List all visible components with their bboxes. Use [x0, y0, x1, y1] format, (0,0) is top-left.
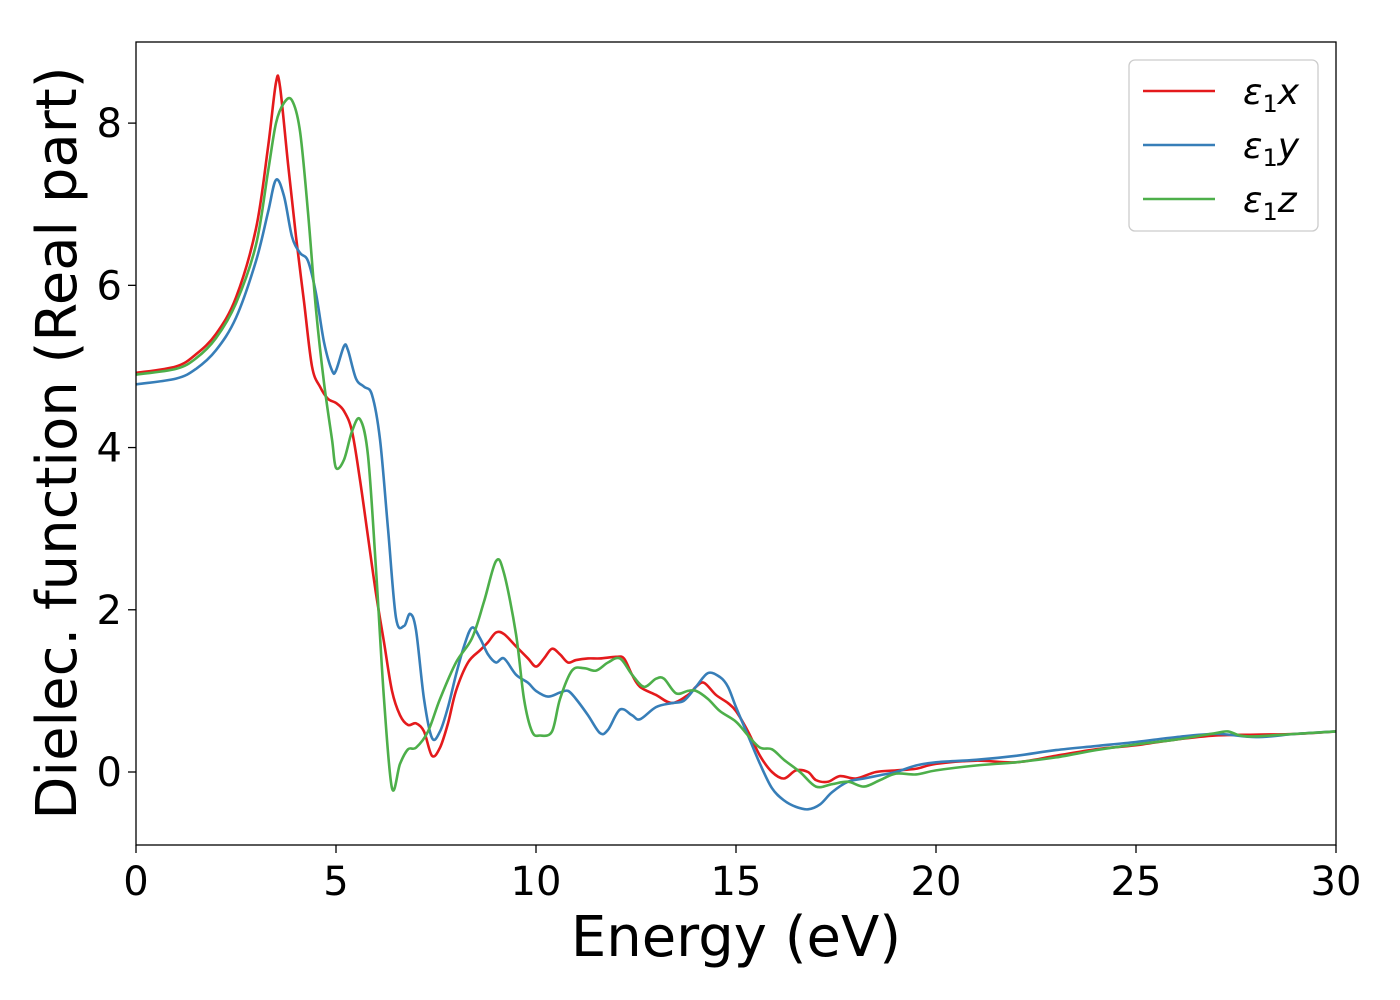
- legend-label-subscript: 1: [1262, 198, 1277, 226]
- y-axis-label: Dielec. function (Real part): [25, 66, 90, 819]
- y-tick-label: 0: [97, 750, 122, 796]
- legend-label-subscript: 1: [1262, 90, 1277, 118]
- y-tick-label: 4: [97, 426, 122, 472]
- legend-entry-e1z: ε1z: [1143, 180, 1298, 226]
- y-axis: 0 2 4 6 8: [97, 101, 136, 796]
- x-tick-label: 30: [1311, 859, 1362, 905]
- x-axis: 0 5 10 15 20 25 30: [123, 845, 1361, 905]
- x-axis-label: Energy (eV): [571, 905, 901, 970]
- legend-label-subscript: 1: [1262, 144, 1277, 172]
- legend-label: ε1y: [1243, 126, 1300, 172]
- x-tick-label: 0: [123, 859, 148, 905]
- legend-label-variable: z: [1277, 180, 1298, 221]
- legend-label: ε1x: [1243, 72, 1300, 118]
- x-tick-label: 10: [511, 859, 562, 905]
- x-tick-label: 25: [1111, 859, 1162, 905]
- legend-label-variable: x: [1277, 72, 1300, 113]
- legend-label-base: ε: [1243, 180, 1262, 221]
- x-tick-label: 5: [323, 859, 348, 905]
- series-line-e1z: [136, 96, 1336, 792]
- y-tick-label: 8: [97, 101, 122, 147]
- x-tick-label: 15: [711, 859, 762, 905]
- legend-label: ε1z: [1243, 180, 1298, 226]
- y-tick-label: 6: [97, 263, 122, 309]
- legend-label-base: ε: [1243, 72, 1262, 113]
- legend-entry-e1x: ε1x: [1143, 72, 1300, 118]
- legend-label-base: ε: [1243, 126, 1262, 167]
- series-line-e1y: [136, 178, 1336, 811]
- x-tick-label: 20: [911, 859, 962, 905]
- y-tick-label: 2: [97, 588, 122, 634]
- series-lines: [136, 74, 1336, 811]
- legend-box: [1128, 59, 1319, 232]
- legend-entry-e1y: ε1y: [1143, 126, 1300, 172]
- series-line-e1x: [136, 74, 1336, 784]
- legend-label-variable: y: [1277, 126, 1300, 167]
